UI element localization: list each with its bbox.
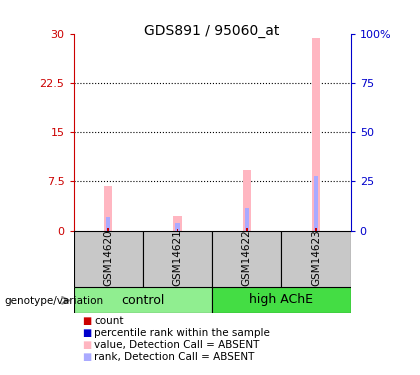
Bar — [314, 176, 318, 231]
Text: GSM14621: GSM14621 — [173, 229, 182, 286]
Text: ■: ■ — [82, 316, 91, 326]
Bar — [281, 231, 351, 287]
Text: count: count — [94, 316, 124, 326]
Text: percentile rank within the sample: percentile rank within the sample — [94, 328, 270, 338]
Bar — [315, 228, 317, 231]
Bar — [176, 224, 179, 231]
Text: control: control — [121, 294, 165, 306]
Bar — [212, 231, 281, 287]
Text: rank, Detection Call = ABSENT: rank, Detection Call = ABSENT — [94, 352, 255, 362]
Text: value, Detection Call = ABSENT: value, Detection Call = ABSENT — [94, 340, 260, 350]
Bar — [212, 287, 351, 313]
Text: ■: ■ — [82, 340, 91, 350]
Bar — [173, 216, 181, 231]
Text: GSM14623: GSM14623 — [311, 229, 321, 286]
Bar — [104, 186, 112, 231]
Bar — [312, 38, 320, 231]
Text: high AChE: high AChE — [249, 294, 313, 306]
Bar — [74, 231, 143, 287]
Bar — [143, 231, 212, 287]
Text: genotype/variation: genotype/variation — [4, 296, 103, 306]
Bar — [176, 229, 178, 231]
Text: ■: ■ — [82, 328, 91, 338]
Bar — [107, 228, 109, 231]
Bar — [243, 170, 251, 231]
Bar — [246, 228, 248, 231]
Bar — [245, 209, 249, 231]
Text: GSM14622: GSM14622 — [242, 229, 252, 286]
Text: GDS891 / 95060_at: GDS891 / 95060_at — [144, 24, 280, 38]
Bar — [74, 287, 212, 313]
Text: ■: ■ — [82, 352, 91, 362]
Text: GSM14620: GSM14620 — [103, 229, 113, 286]
Bar — [106, 217, 110, 231]
